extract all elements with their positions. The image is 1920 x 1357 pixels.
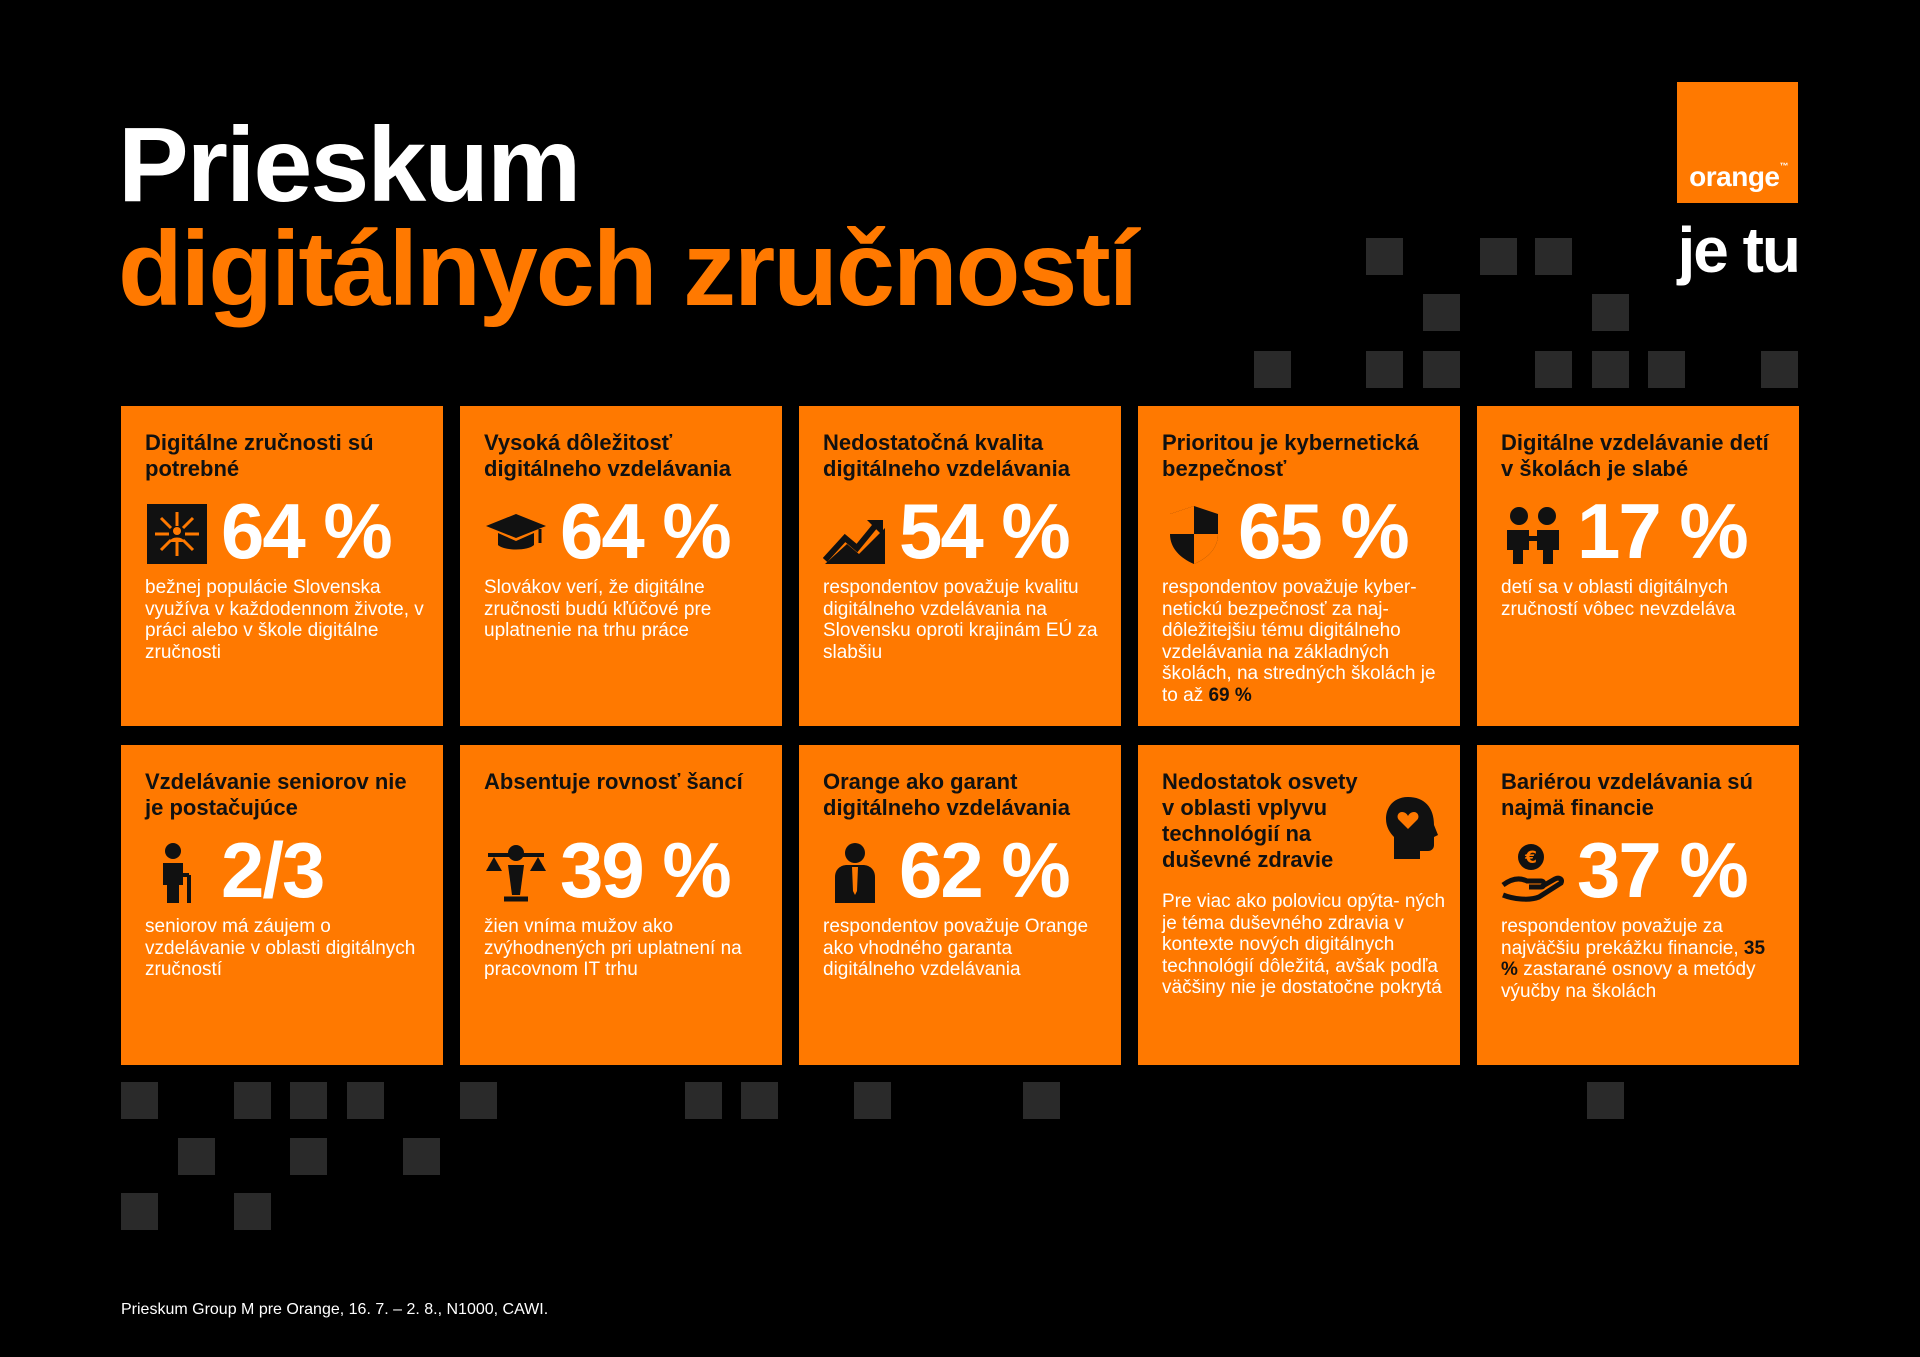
stat-description: detí sa v oblasti digitálnych zručností … bbox=[1501, 577, 1736, 620]
network-person-icon bbox=[145, 502, 209, 566]
head-heart-icon bbox=[1382, 795, 1438, 861]
stat-card-financial-barriers: Bariérou vzdelávania sú najmä financie €… bbox=[1477, 745, 1799, 1065]
card-heading: Vysoká dôležitosť digitálneho vzdelávani… bbox=[484, 430, 731, 481]
stat-value: 2/3 bbox=[221, 826, 325, 914]
title-line-2: digitálnych zručností bbox=[118, 210, 1138, 328]
children-icon bbox=[1501, 502, 1565, 566]
card-heading: Nedostatočná kvalita digitálneho vzdeláv… bbox=[823, 430, 1070, 481]
gender-scale-icon bbox=[484, 841, 548, 905]
footnote: Prieskum Group M pre Orange, 16. 7. – 2.… bbox=[121, 1301, 549, 1318]
slogan: je tu bbox=[1677, 214, 1801, 286]
logo-word: orange™ bbox=[1689, 161, 1788, 192]
stat-description: žien vníma mužov ako zvýhodnených pri up… bbox=[484, 916, 742, 980]
stat-value: 17 % bbox=[1577, 487, 1749, 575]
senior-icon bbox=[145, 841, 209, 905]
stat-card-seniors: Vzdelávanie seniorov nie je postačujúce … bbox=[121, 745, 443, 1065]
stat-card-children-education: Digitálne vzdelávanie detí v školách je … bbox=[1477, 406, 1799, 726]
stat-value: 64 % bbox=[560, 487, 732, 575]
stat-description: respondentov považuje za najväčšiu preká… bbox=[1501, 916, 1766, 1002]
stat-card-mental-health: Nedostatok osvety v oblasti vplyvu techn… bbox=[1138, 745, 1460, 1065]
stat-description: Pre viac ako polovicu opýta- ných je tém… bbox=[1162, 891, 1446, 998]
stat-card-digital-skills-needed: Digitálne zručnosti sú potrebné 64 % bež… bbox=[121, 406, 443, 726]
stat-description: respondentov považuje kvalitu digitálneh… bbox=[823, 577, 1098, 663]
stat-card-equal-chances: Absentuje rovnosť šancí 39 % žien vníma … bbox=[460, 745, 782, 1065]
svg-text:€: € bbox=[1524, 848, 1537, 868]
stat-card-education-importance: Vysoká dôležitosť digitálneho vzdelávani… bbox=[460, 406, 782, 726]
card-heading: Digitálne zručnosti sú potrebné bbox=[145, 430, 374, 481]
title-line-1: Prieskum bbox=[118, 106, 581, 224]
highlight-value: 69 % bbox=[1208, 684, 1252, 706]
stat-description: bežnej populácie Slovenska využíva v kaž… bbox=[145, 577, 424, 663]
stat-value: 37 % bbox=[1577, 826, 1749, 914]
card-heading: Prioritou je kybernetická bezpečnosť bbox=[1162, 430, 1419, 481]
highlight-value: 35 % bbox=[1501, 937, 1766, 981]
businessman-icon bbox=[823, 841, 887, 905]
stat-description: seniorov má záujem o vzdelávanie v oblas… bbox=[145, 916, 416, 980]
stat-value: 39 % bbox=[560, 826, 732, 914]
stat-description: Slovákov verí, že digitálne zručnosti bu… bbox=[484, 577, 712, 641]
stat-value: 65 % bbox=[1238, 487, 1410, 575]
orange-logo: orange™ bbox=[1677, 82, 1798, 203]
euro-hand-icon: € bbox=[1501, 841, 1565, 905]
stat-value: 54 % bbox=[899, 487, 1071, 575]
page-title: Prieskum digitálnych zručností bbox=[118, 106, 1138, 328]
card-heading: Orange ako garant digitálneho vzdelávani… bbox=[823, 769, 1070, 820]
stat-value: 62 % bbox=[899, 826, 1071, 914]
graduation-cap-icon bbox=[484, 502, 548, 566]
stat-card-education-quality: Nedostatočná kvalita digitálneho vzdeláv… bbox=[799, 406, 1121, 726]
card-heading: Nedostatok osvety v oblasti vplyvu techn… bbox=[1162, 769, 1358, 872]
card-heading: Absentuje rovnosť šancí bbox=[484, 769, 743, 794]
stat-description: respondentov považuje kyber- netickú bez… bbox=[1162, 577, 1436, 706]
card-heading: Bariérou vzdelávania sú najmä financie bbox=[1501, 769, 1753, 820]
card-heading: Vzdelávanie seniorov nie je postačujúce bbox=[145, 769, 407, 820]
stat-description: respondentov považuje Orange ako vhodnéh… bbox=[823, 916, 1089, 980]
stat-card-cybersecurity: Prioritou je kybernetická bezpečnosť 65 … bbox=[1138, 406, 1460, 726]
card-heading: Digitálne vzdelávanie detí v školách je … bbox=[1501, 430, 1769, 481]
stat-value: 64 % bbox=[221, 487, 393, 575]
shield-icon bbox=[1162, 502, 1226, 566]
stat-card-orange-guarantor: Orange ako garant digitálneho vzdelávani… bbox=[799, 745, 1121, 1065]
trend-chart-icon bbox=[823, 502, 887, 566]
